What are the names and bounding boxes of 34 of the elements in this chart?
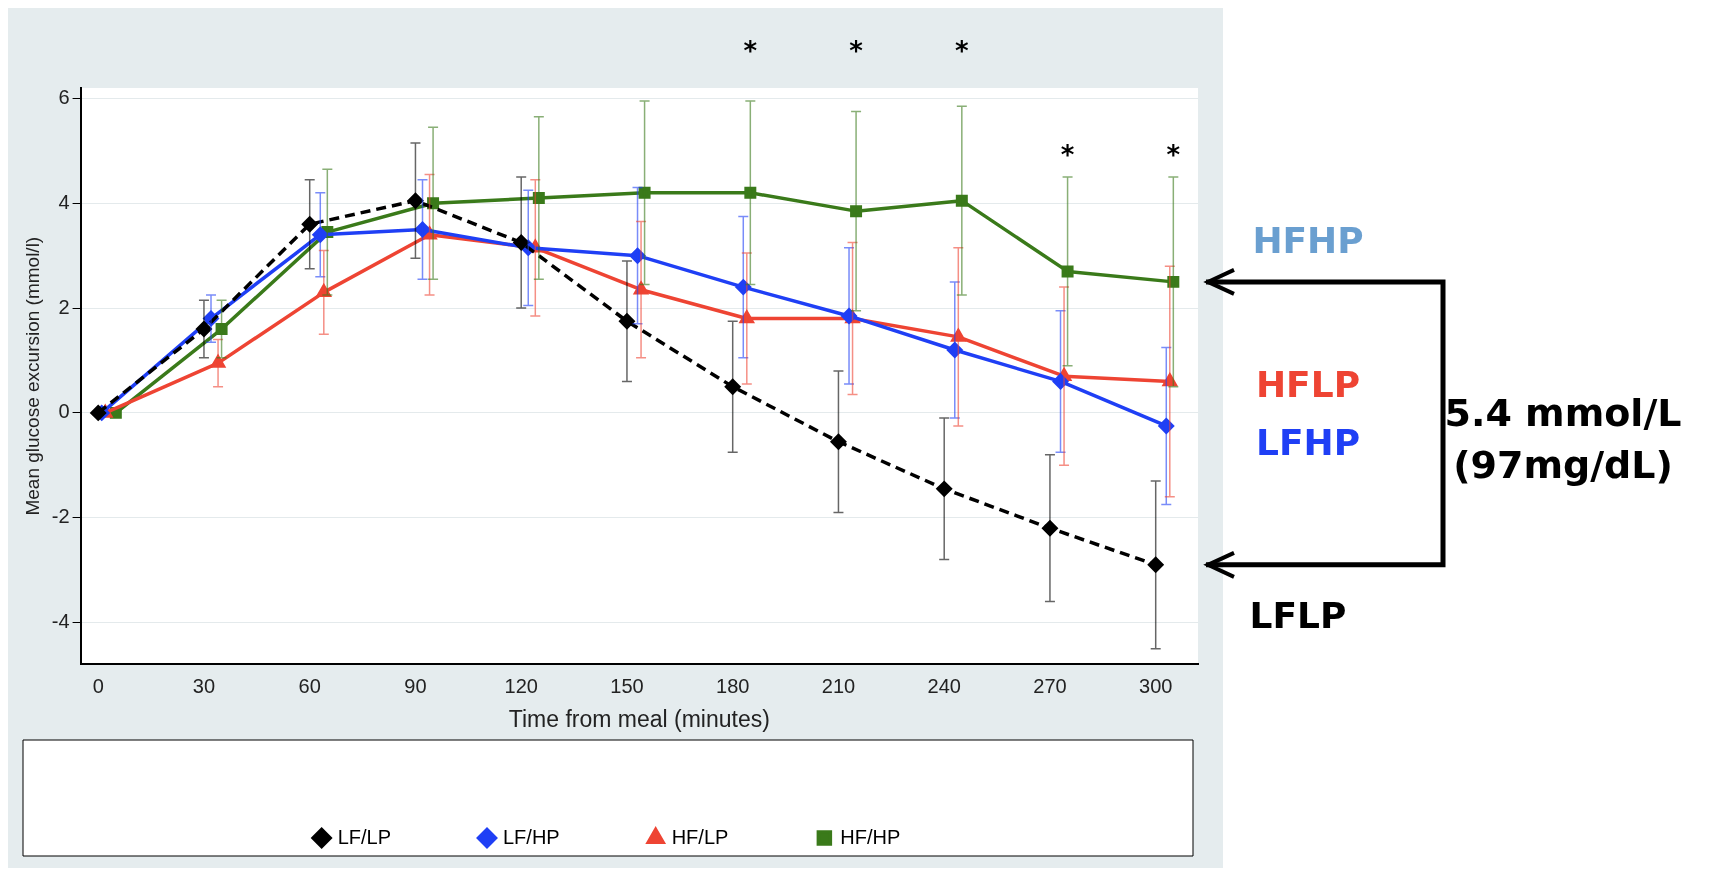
text: * — [955, 36, 970, 67]
text: LFLP — [1249, 594, 1347, 636]
text: HFLP — [1255, 364, 1361, 406]
y-axis-title: Mean glucose excursion (mmol/l) — [21, 236, 43, 516]
text: * — [743, 36, 758, 67]
x-tick-label: 210 — [821, 674, 856, 697]
legend-label: HF/LP — [671, 825, 729, 848]
x-tick-label: 150 — [610, 674, 644, 697]
y-tick-label: -2 — [51, 505, 70, 528]
y-tick-label: 6 — [58, 86, 70, 108]
x-tick-label: 90 — [404, 674, 427, 697]
x-tick-label: 240 — [927, 674, 961, 697]
x-tick-label: 300 — [1139, 674, 1173, 697]
y-tick-label: 2 — [58, 295, 70, 318]
text: * — [849, 36, 864, 67]
text: HFHP — [1252, 219, 1364, 261]
annotation: * — [1166, 139, 1181, 170]
annotation: * — [1060, 139, 1075, 170]
text: LFHP — [1255, 421, 1361, 463]
text: 5.4 mmol/L — [1444, 391, 1682, 436]
x-tick-label: 270 — [1033, 674, 1067, 697]
x-tick-label: 60 — [298, 674, 321, 697]
x-tick-label: 0 — [92, 674, 104, 697]
y-tick-label: 0 — [58, 400, 70, 423]
legend-label: LF/HP — [503, 825, 560, 848]
y-tick-label: 4 — [58, 190, 70, 213]
x-axis-title: Time from meal (minutes) — [508, 705, 770, 732]
y-tick-label: -4 — [51, 610, 70, 632]
text: (97mg/dL) — [1453, 443, 1673, 488]
x-tick-label: 30 — [192, 674, 216, 697]
legend-label: HF/HP — [840, 825, 901, 848]
x-tick-label: 180 — [716, 674, 750, 697]
legend-label: LF/LP — [337, 825, 391, 848]
x-tick-label: 120 — [504, 674, 538, 697]
